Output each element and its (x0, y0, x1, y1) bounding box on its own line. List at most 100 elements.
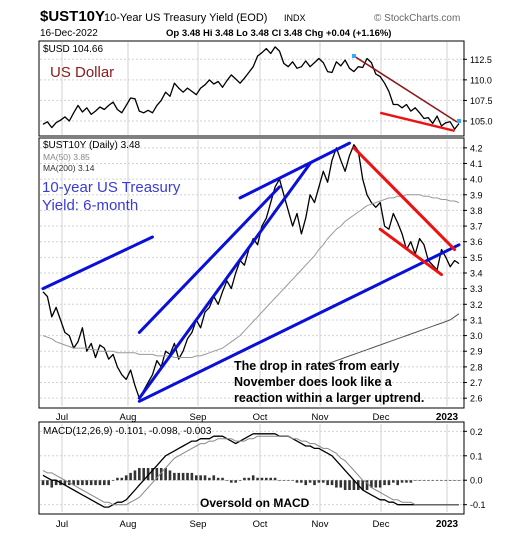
macd-histogram-bar (103, 480, 106, 486)
macd-histogram-bar (181, 472, 185, 481)
macd-histogram-bar (457, 480, 461, 481)
macd-histogram-bar (435, 480, 439, 481)
quote-summary: Op 3.48 Hi 3.48 Lo 3.48 Cl 3.48 Chg +0.0… (166, 28, 391, 39)
uptrend-line (137, 185, 281, 334)
macd-histogram-bar (317, 480, 321, 483)
yield-legend-ma50: MA(50) 3.85 (43, 152, 90, 162)
macd-histogram-bar (418, 480, 421, 481)
macd-histogram-bar (378, 480, 382, 488)
usd-legend: $USD 104.66 (43, 44, 103, 55)
series-line--usd (42, 46, 460, 130)
usd-annotation: US Dollar (50, 64, 114, 81)
macd-histogram-bar (76, 480, 80, 486)
y-tick-label: 3.9 (470, 190, 483, 200)
brand-logo: © StockCharts.com (374, 13, 460, 24)
marks-layer (41, 46, 461, 508)
downtrend-line (352, 146, 457, 252)
macd-histogram-bar (85, 480, 89, 486)
macd-histogram-bar (321, 480, 325, 483)
macd-histogram-bar (116, 477, 119, 481)
macd-histogram-bar (396, 480, 399, 486)
macd-histogram-bar (243, 477, 246, 481)
macd-histogram-bar (190, 472, 194, 481)
macd-histogram-bar (133, 470, 137, 481)
macd-histogram-bar (89, 480, 93, 486)
y-tick-label: 105.0 (470, 117, 493, 127)
macd-histogram-bar (81, 480, 84, 486)
instrument-name: 10-Year US Treasury Yield (EOD) (104, 12, 267, 24)
commentary-line1: The drop in rates from early (234, 359, 399, 373)
macd-histogram-bar (409, 480, 413, 483)
x-tick-label: Nov (312, 519, 329, 530)
y-tick-label: 2.9 (470, 347, 483, 357)
macd-histogram-bar (348, 480, 351, 490)
macd-histogram-bar (138, 468, 141, 481)
macd-histogram-bar (365, 480, 369, 490)
y-tick-label: 3.0 (470, 331, 483, 341)
y-tick-label: 3.8 (470, 206, 483, 216)
macd-histogram-bar (339, 480, 343, 488)
macd-histogram-bar (326, 480, 329, 486)
macd-histogram-bar (304, 480, 308, 486)
y-tick-label: 2.8 (470, 362, 483, 372)
macd-histogram-bar (444, 480, 448, 481)
usd-downtrend-line-upper (353, 55, 458, 123)
y-tick-label: 2.7 (470, 378, 483, 388)
macd-histogram-bar (352, 480, 356, 490)
macd-histogram-bar (63, 480, 67, 486)
macd-histogram-bar (50, 480, 54, 488)
x-tick-label: Oct (253, 519, 268, 530)
macd-panel-frame (38, 421, 465, 515)
x-tick-label: Nov (312, 412, 329, 423)
macd-histogram-bar (286, 480, 290, 481)
macd-histogram-bar (330, 480, 334, 486)
macd-histogram-bar (431, 480, 435, 481)
x-tick-label: Dec (373, 412, 390, 423)
uptrend-line (137, 243, 461, 403)
symbol-title: $UST10Y (40, 8, 105, 25)
macd-histogram-bar (273, 477, 277, 481)
macd-histogram-bar (260, 477, 264, 481)
macd-histogram-bar (256, 477, 259, 481)
x-tick-label: 2023 (436, 412, 459, 423)
macd-histogram-bar (124, 475, 128, 481)
macd-histogram-bar (173, 472, 176, 481)
series-line-macd (42, 433, 459, 508)
y-tick-label: 3.4 (470, 269, 483, 279)
macd-histogram-bar (221, 477, 224, 481)
macd-histogram-bar (159, 468, 163, 481)
usd-downtrend-line-lower (379, 111, 455, 133)
macd-histogram-bar (155, 468, 159, 481)
macd-histogram-bar (186, 472, 189, 481)
macd-histogram-bar (269, 477, 273, 481)
x-tick-label: Aug (120, 519, 137, 530)
y-tick-label: 112.5 (470, 55, 492, 65)
y-tick-label: 110.0 (470, 75, 492, 85)
x-tick-label: Jul (56, 412, 68, 423)
macd-histogram-bar (208, 477, 211, 481)
y-tick-label: 4.0 (470, 175, 483, 185)
macd-histogram-bar (46, 480, 49, 486)
macd-histogram-bar (238, 480, 242, 481)
y-tick-label: 0.0 (470, 476, 483, 486)
uptrend-line (41, 235, 154, 291)
uptrend-line (137, 161, 312, 400)
macd-histogram-bar (229, 480, 233, 483)
macd-histogram-bar (335, 480, 338, 488)
macd-histogram-bar (107, 480, 110, 486)
macd-histogram-bar (94, 480, 97, 486)
macd-histogram-bar (422, 480, 426, 481)
chart-date: 16-Dec-2022 (40, 28, 98, 39)
x-tick-label: Jul (56, 519, 68, 530)
macd-histogram-bar (72, 480, 75, 486)
macd-histogram-bar (111, 480, 115, 481)
y-tick-label: 0.1 (470, 451, 483, 461)
commentary-line2: November does look like a (234, 375, 393, 389)
macd-histogram-bar (370, 480, 373, 488)
x-tick-label: Aug (120, 412, 137, 423)
macd-histogram-bar (313, 480, 316, 486)
series-line-ma-50- (42, 194, 460, 358)
macd-histogram-bar (129, 472, 132, 481)
macd-histogram-bar (308, 480, 312, 483)
macd-histogram-bar (212, 475, 216, 481)
